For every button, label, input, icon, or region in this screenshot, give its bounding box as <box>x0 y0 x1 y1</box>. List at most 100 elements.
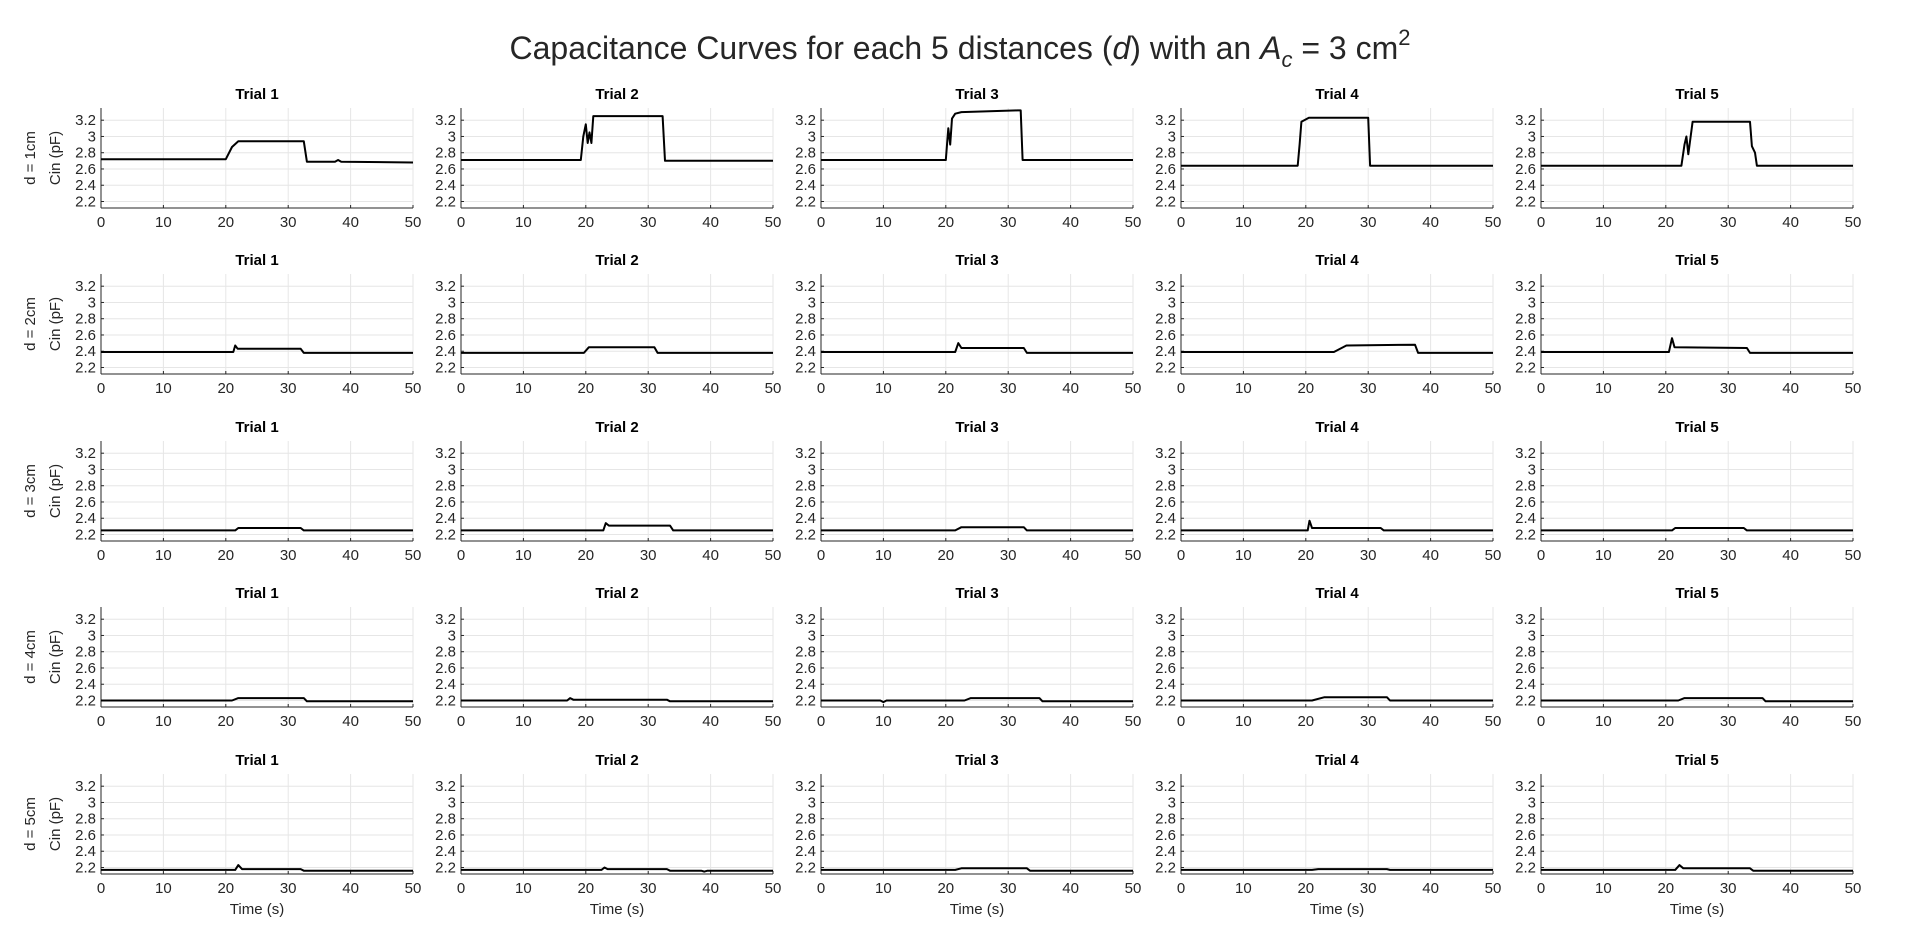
y-tick-label: 3 <box>808 294 816 311</box>
x-tick-label: 10 <box>515 380 532 397</box>
x-tick-label: 0 <box>817 380 825 397</box>
x-tick-label: 10 <box>515 880 532 897</box>
y-tick-label: 2.2 <box>75 859 96 876</box>
x-tick-label: 10 <box>515 713 532 730</box>
x-tick-label: 30 <box>1000 380 1017 397</box>
x-tick-label: 40 <box>1422 880 1439 897</box>
x-tick-label: 40 <box>1062 880 1079 897</box>
x-tick-label: 0 <box>1177 880 1185 897</box>
x-tick-label: 50 <box>1485 880 1502 897</box>
y-tick-label: 2.6 <box>795 327 816 344</box>
y-tick-label: 2.4 <box>75 177 96 194</box>
y-tick-label: 2.4 <box>795 676 816 693</box>
subplot: 0 10 20 30 40 50 2.22.42.62.833.2 Trial 5 Time (… <box>1515 752 1861 918</box>
x-tick-label: 50 <box>405 880 422 897</box>
row-label: d = 2cm <box>22 297 39 351</box>
y-tick-label: 2.4 <box>795 177 816 194</box>
row-label: d = 1cm <box>22 131 39 185</box>
y-tick-label: 3.2 <box>1515 112 1536 129</box>
y-tick-label: 2.8 <box>1515 478 1536 495</box>
y-tick-label: 3 <box>1528 627 1536 644</box>
panel-title: Trial 4 <box>1315 419 1359 436</box>
x-tick-label: 40 <box>702 214 719 231</box>
y-tick-label: 2.4 <box>1155 177 1176 194</box>
x-tick-label: 10 <box>875 380 892 397</box>
y-axis-label: Cin (pF) <box>47 797 64 851</box>
x-tick-label: 10 <box>1235 380 1252 397</box>
x-tick-label: 20 <box>1657 547 1674 564</box>
panel-title: Trial 1 <box>235 86 278 103</box>
y-tick-label: 2.8 <box>435 811 456 828</box>
series-line <box>101 864 413 872</box>
y-tick-label: 3.2 <box>1515 778 1536 795</box>
y-tick-label: 2.2 <box>795 526 816 543</box>
x-tick-label: 0 <box>1177 713 1185 730</box>
y-axis-label: Cin (pF) <box>47 630 64 684</box>
x-tick-label: 30 <box>640 547 657 564</box>
title-superscript: 2 <box>1398 25 1411 50</box>
x-tick-label: 30 <box>280 880 297 897</box>
y-tick-label: 3 <box>1528 794 1536 811</box>
panel-title: Trial 4 <box>1315 86 1359 103</box>
y-tick-label: 2.6 <box>435 327 456 344</box>
y-tick-label: 2.2 <box>1515 359 1536 376</box>
subplot: 0 10 20 30 40 50 2.22.42.62.833.2 Trial 1 Cin (p… <box>22 419 421 564</box>
series-line <box>101 344 413 354</box>
x-tick-label: 20 <box>1297 880 1314 897</box>
x-tick-label: 50 <box>1485 547 1502 564</box>
y-tick-label: 2.6 <box>75 161 96 178</box>
subplot: 0 10 20 30 40 50 2.22.42.62.833.2 Trial 2 <box>435 252 781 397</box>
y-tick-label: 3 <box>448 294 456 311</box>
x-tick-label: 40 <box>1782 380 1799 397</box>
series-line <box>1181 343 1493 354</box>
x-tick-label: 30 <box>1720 380 1737 397</box>
x-tick-label: 0 <box>1537 547 1545 564</box>
x-tick-label: 40 <box>1422 547 1439 564</box>
x-tick-label: 0 <box>97 713 105 730</box>
y-tick-label: 2.8 <box>1515 811 1536 828</box>
x-tick-label: 10 <box>1235 214 1252 231</box>
x-tick-label: 20 <box>217 713 234 730</box>
title-variable-d: d <box>1112 30 1131 66</box>
subplot: 0 10 20 30 40 50 2.22.42.62.833.2 Trial 1 Time (… <box>22 752 421 918</box>
x-axis-label: Time (s) <box>950 901 1004 918</box>
y-tick-label: 3 <box>1168 627 1176 644</box>
y-tick-label: 2.4 <box>435 676 456 693</box>
x-tick-label: 0 <box>817 713 825 730</box>
x-tick-label: 40 <box>1422 214 1439 231</box>
series-line <box>1541 337 1853 354</box>
x-tick-label: 40 <box>342 214 359 231</box>
panel-title: Trial 3 <box>955 419 998 436</box>
y-tick-label: 2.8 <box>1155 478 1176 495</box>
y-tick-label: 2.4 <box>75 343 96 360</box>
x-tick-label: 20 <box>1297 547 1314 564</box>
x-tick-label: 30 <box>1360 380 1377 397</box>
x-tick-label: 50 <box>765 214 782 231</box>
y-tick-label: 2.6 <box>75 827 96 844</box>
y-tick-label: 2.6 <box>795 660 816 677</box>
x-tick-label: 20 <box>577 547 594 564</box>
panel-title: Trial 4 <box>1315 752 1359 769</box>
y-tick-label: 2.6 <box>1515 327 1536 344</box>
y-tick-label: 2.8 <box>795 644 816 661</box>
x-tick-label: 40 <box>1782 713 1799 730</box>
x-tick-label: 50 <box>1845 380 1862 397</box>
y-tick-label: 2.2 <box>1155 859 1176 876</box>
y-tick-label: 2.6 <box>1515 161 1536 178</box>
y-tick-label: 2.4 <box>1515 177 1536 194</box>
x-tick-label: 40 <box>342 547 359 564</box>
y-tick-label: 2.8 <box>435 311 456 328</box>
y-tick-label: 2.2 <box>1515 692 1536 709</box>
y-tick-label: 3 <box>88 128 96 145</box>
panel-title: Trial 1 <box>235 585 278 602</box>
x-tick-label: 10 <box>1595 547 1612 564</box>
x-tick-label: 20 <box>937 380 954 397</box>
subplot: 0 10 20 30 40 50 2.22.42.62.833.2 Trial 1 Cin (p… <box>22 585 421 730</box>
series-line <box>1181 519 1493 532</box>
y-tick-label: 2.8 <box>1515 145 1536 162</box>
y-tick-label: 2.4 <box>435 343 456 360</box>
x-tick-label: 20 <box>577 880 594 897</box>
x-tick-label: 50 <box>1485 380 1502 397</box>
x-tick-label: 30 <box>1000 880 1017 897</box>
x-tick-label: 20 <box>1297 380 1314 397</box>
